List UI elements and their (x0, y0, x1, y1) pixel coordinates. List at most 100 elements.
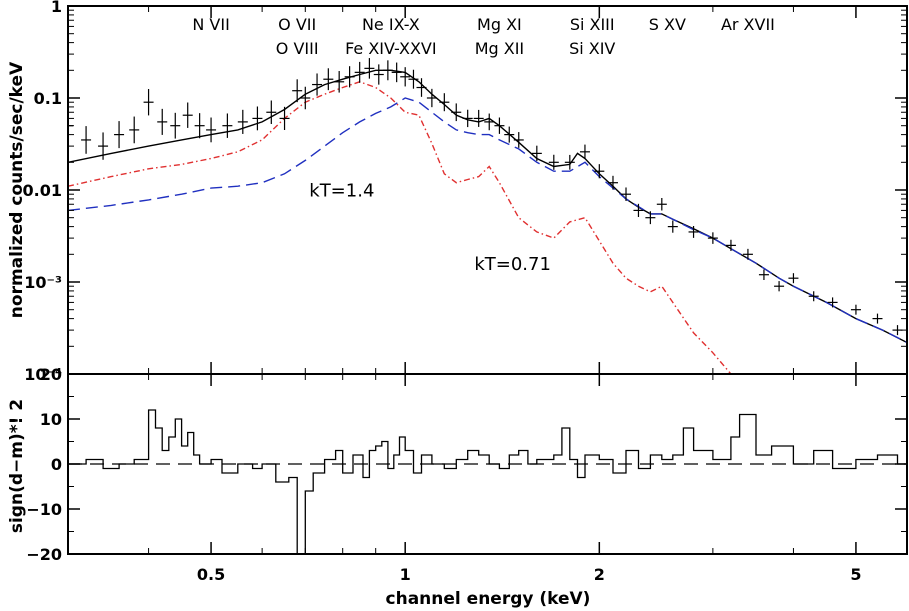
x-axis-label: channel energy (keV) (386, 589, 591, 609)
data-point (788, 273, 799, 284)
spectrum-y-axis-label: normalized counts/sec/keV (7, 61, 27, 318)
y-tick-label: 0.1 (34, 89, 62, 108)
data-point (143, 89, 154, 116)
data-point (564, 154, 575, 170)
data-point (531, 145, 542, 162)
emission-line-label: Si XIV (569, 39, 615, 58)
data-point (344, 66, 355, 88)
residual-histogram (68, 409, 907, 554)
emission-line-label: Ne IX-X (362, 15, 420, 34)
emission-line-label: S XV (649, 15, 686, 34)
emission-line-label: Mg XII (475, 39, 524, 58)
data-point (504, 126, 515, 143)
emission-line-label: O VIII (276, 39, 319, 58)
data-point (312, 73, 323, 96)
data-point (408, 69, 419, 89)
x-tick-label: 5 (850, 565, 861, 584)
data-point (98, 132, 109, 160)
data-point (266, 100, 277, 124)
x-ticks: 0.5 1 2 5 (148, 6, 862, 584)
data-point (400, 67, 411, 87)
y-tick-label: 0 (51, 455, 62, 474)
data-point (426, 88, 437, 108)
data-point (129, 116, 140, 144)
emission-line-labels: N VII O VII O VIII Ne IX-X Fe XIV-XXVI Mg XI M… (192, 15, 775, 58)
spectrum-y-ticks: 1 0.1 0.01 10⁻³ 10⁻⁴ (23, 0, 907, 384)
emission-line-label: Si XIII (570, 15, 615, 34)
data-point (742, 248, 753, 260)
data-point (667, 220, 678, 233)
y-tick-label: 20 (40, 365, 62, 384)
y-tick-label: 10⁻⁴ (24, 365, 62, 384)
data-point (656, 197, 667, 211)
y-tick-label: 10 (40, 410, 62, 429)
data-point (323, 68, 334, 91)
x-tick-label: 2 (594, 565, 605, 584)
spectrum-data-points (68, 58, 903, 336)
data-point (451, 103, 462, 122)
data-point (222, 113, 233, 138)
y-tick-label: −20 (26, 545, 62, 564)
data-point (194, 113, 205, 139)
emission-line-label: Mg XI (477, 15, 522, 34)
data-point (579, 144, 590, 160)
temperature-label: kT=1.4 (309, 180, 374, 201)
data-point (707, 232, 718, 244)
data-point (774, 281, 785, 292)
data-point (621, 187, 632, 201)
data-point (182, 102, 193, 128)
data-point (850, 304, 861, 315)
data-point (645, 211, 656, 225)
data-point (827, 297, 838, 308)
data-point (633, 203, 644, 217)
data-point (892, 325, 903, 336)
y-tick-label: −10 (26, 500, 62, 519)
emission-line-label: Fe XIV-XXVI (345, 39, 437, 58)
data-point (114, 121, 125, 149)
data-point (391, 62, 402, 83)
series-line-2 (68, 97, 907, 344)
data-point (279, 106, 290, 130)
y-tick-label: 0.01 (23, 181, 62, 200)
data-point (688, 226, 699, 238)
data-point (494, 117, 505, 134)
emission-line-label: Ar XVII (721, 15, 775, 34)
spectrum-series (68, 69, 907, 374)
residual-y-axis-label: sign(d−m)*! 2 (7, 399, 27, 533)
series-line-0 (68, 69, 907, 344)
emission-line-label: O VII (278, 15, 316, 34)
y-tick-label: 1 (51, 0, 62, 16)
data-point (354, 61, 365, 83)
data-point (607, 175, 618, 190)
y-tick-label: 10⁻³ (24, 273, 62, 292)
data-point (81, 126, 92, 154)
data-point (513, 132, 524, 148)
data-point (484, 113, 495, 131)
data-point (594, 164, 605, 179)
data-point (292, 79, 303, 103)
data-point (252, 106, 263, 131)
data-point (206, 117, 217, 143)
x-tick-label: 1 (400, 565, 411, 584)
data-point (170, 112, 181, 139)
temperature-label: kT=0.71 (474, 254, 551, 275)
data-point (382, 60, 393, 81)
data-point (364, 58, 375, 79)
emission-line-label: N VII (192, 15, 229, 34)
data-point (373, 64, 384, 85)
data-point (548, 154, 559, 170)
series-line-1 (68, 81, 732, 374)
data-point (872, 313, 883, 324)
data-point (237, 109, 248, 134)
data-point (439, 93, 450, 112)
spectrum-panel-frame (67, 5, 908, 375)
data-point (416, 78, 427, 97)
data-point (808, 291, 819, 302)
data-point (758, 269, 769, 281)
data-point (300, 86, 311, 110)
x-tick-label: 0.5 (197, 565, 225, 584)
residual-y-ticks: 20 10 0 −10 −20 (26, 365, 907, 564)
data-point (157, 108, 168, 135)
data-point (334, 71, 345, 93)
